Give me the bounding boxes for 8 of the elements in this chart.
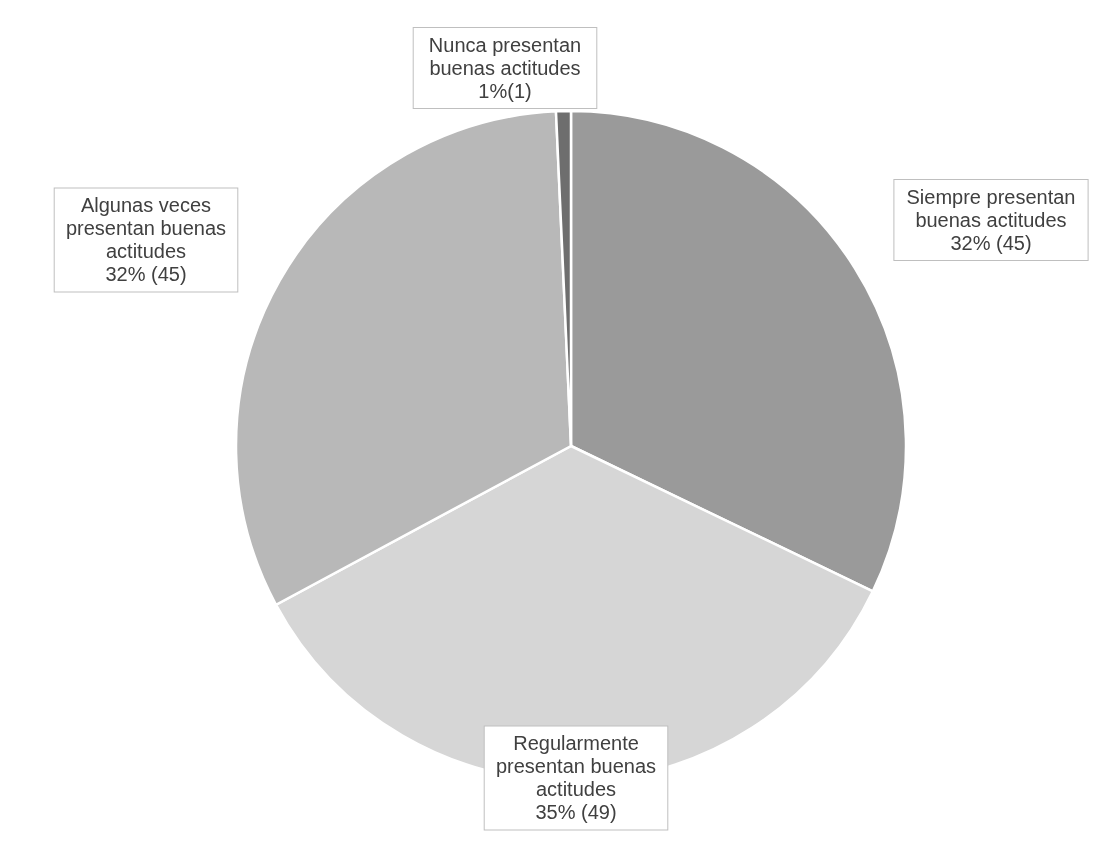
slice-label: Nunca presentan buenas actitudes bbox=[428, 33, 582, 79]
slice-label: Algunas veces presentan buenas actitudes bbox=[65, 194, 227, 262]
slice-label: Siempre presentan buenas actitudes bbox=[906, 185, 1076, 231]
data-label: 1%(1) bbox=[478, 79, 532, 102]
data-label: 32% (45) bbox=[105, 263, 187, 285]
data-label: 35% (49) bbox=[535, 801, 617, 823]
data-label: 32% (45) bbox=[950, 231, 1032, 254]
slice-label: Regularmente presentan buenas actitudes bbox=[495, 732, 657, 800]
